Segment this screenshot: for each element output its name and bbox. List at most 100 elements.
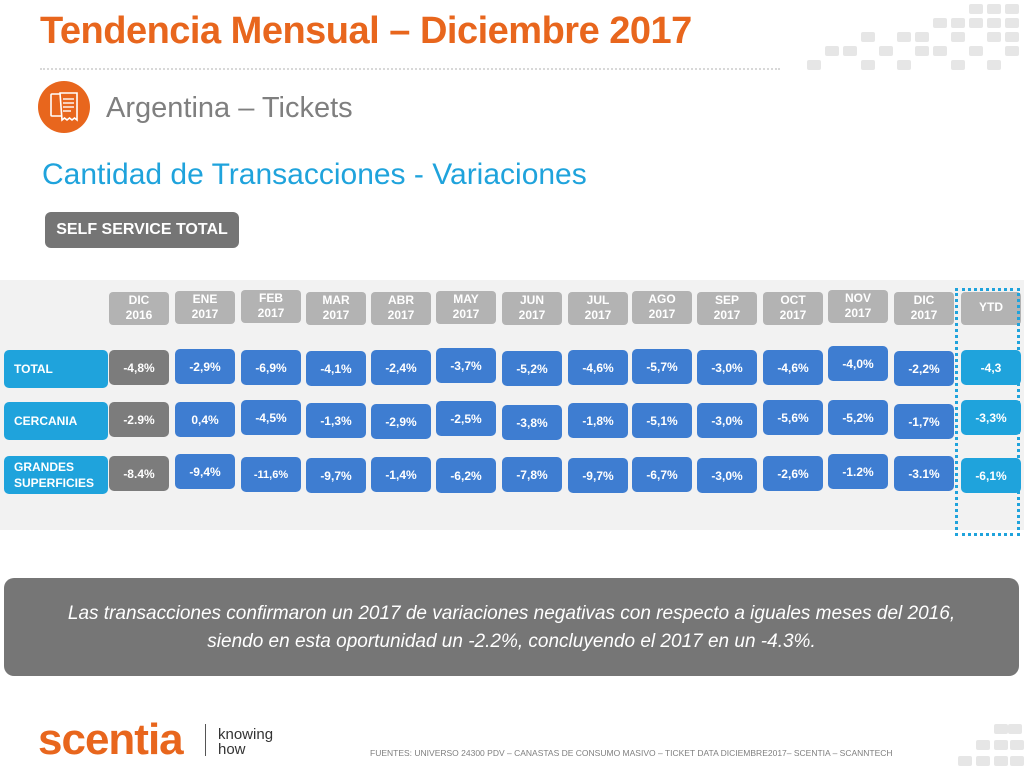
table-cell: -6,2% (436, 458, 496, 493)
summary-line-1: Las transacciones confirmaron un 2017 de… (67, 603, 956, 624)
table-cell: -2,5% (436, 401, 496, 436)
logo-tagline: knowing how (218, 727, 273, 757)
table-cell: -6,9% (241, 350, 301, 385)
table-cell: -1,4% (371, 457, 431, 492)
ytd-cell: -4,3 (961, 350, 1021, 385)
title-divider (40, 68, 780, 70)
row-label-grandes-superficies: GRANDES SUPERFICIES (4, 456, 108, 494)
table-cell: -2,4% (371, 350, 431, 385)
column-header-year: 2017 (518, 308, 546, 322)
column-header-dic-2016: DIC 2016 (109, 292, 169, 325)
page-title: Tendencia Mensual – Diciembre 2017 (40, 10, 692, 52)
table-cell: -4,8% (109, 350, 169, 385)
decorative-squares-top (804, 0, 1024, 80)
ytd-cell: -6,1% (961, 458, 1021, 493)
column-header-month: ENE (192, 292, 218, 306)
table-cell: -3,8% (502, 405, 562, 440)
receipt-icon (38, 81, 90, 133)
table-cell: -2,9% (371, 404, 431, 439)
column-header-year: 2017 (648, 307, 676, 321)
scentia-logo: scentia (38, 715, 184, 764)
column-header-month: SEP (714, 293, 739, 307)
section-subtitle: Argentina – Tickets (106, 92, 353, 124)
table-cell: -4,5% (241, 400, 301, 435)
table-cell: -3,0% (697, 403, 757, 438)
column-header-month: OCT (780, 293, 806, 307)
column-header-year: 2017 (387, 308, 415, 322)
table-cell: -1,7% (894, 404, 954, 439)
column-header-ago-2017: AGO 2017 (632, 291, 692, 324)
column-header-month: NOV (844, 291, 871, 305)
table-cell: -5,1% (632, 403, 692, 438)
column-header-jul-2017: JUL 2017 (568, 292, 628, 325)
table-cell: -4,6% (568, 350, 628, 385)
table-cell: -9,7% (568, 458, 628, 493)
table-cell: -1,8% (568, 403, 628, 438)
decorative-squares-bottom (934, 718, 1024, 768)
column-header-ene-2017: ENE 2017 (175, 291, 235, 324)
logo-divider (205, 724, 206, 756)
table-cell: -4,0% (828, 346, 888, 381)
table-cell: -5,7% (632, 349, 692, 384)
table-cell: -9,4% (175, 454, 235, 489)
table-cell: -1.2% (828, 454, 888, 489)
column-header-nov-2017: NOV 2017 (828, 290, 888, 323)
column-header-month: ABR (388, 293, 414, 307)
column-header-month: MAR (322, 293, 350, 307)
column-header-month: AGO (648, 292, 676, 306)
column-header-month: JUL (586, 293, 610, 307)
table-cell: 0,4% (175, 402, 235, 437)
table-cell: -7,8% (502, 457, 562, 492)
column-header-ytd: YTD (961, 292, 1021, 325)
column-header-month: MAY (453, 292, 479, 306)
table-cell: -2,2% (894, 351, 954, 386)
summary-box: Las transacciones confirmaron un 2017 de… (4, 578, 1019, 676)
column-header-year: 2017 (844, 306, 872, 320)
column-header-oct-2017: OCT 2017 (763, 292, 823, 325)
tagline-line-1: knowing (218, 726, 274, 743)
column-header-month: JUN (519, 293, 544, 307)
column-header-feb-2017: FEB 2017 (241, 290, 301, 323)
row-label-total: TOTAL (4, 350, 108, 388)
table-cell: -3,0% (697, 350, 757, 385)
column-header-month: FEB (259, 291, 283, 305)
column-header-year: 2017 (322, 308, 350, 322)
table-cell: -3,0% (697, 458, 757, 493)
row-label-cercania: CERCANIA (4, 402, 108, 440)
table-cell: -5,6% (763, 400, 823, 435)
column-header-may-2017: MAY 2017 (436, 291, 496, 324)
ytd-highlight-box (955, 288, 1020, 536)
table-cell: -11,6% (241, 457, 301, 492)
table-cell: -5,2% (828, 400, 888, 435)
table-cell: -9,7% (306, 458, 366, 493)
table-cell: -6,7% (632, 457, 692, 492)
column-header-dic-2017: DIC 2017 (894, 292, 954, 325)
table-cell: -4,1% (306, 351, 366, 386)
column-header-mar-2017: MAR 2017 (306, 292, 366, 325)
summary-line-2: siendo en esta oportunidad un -2.2%, con… (207, 631, 816, 652)
table-cell: -2,9% (175, 349, 235, 384)
table-cell: -2,6% (763, 456, 823, 491)
column-header-year: 2017 (584, 308, 612, 322)
table-cell: -4,6% (763, 350, 823, 385)
column-header-year: 2017 (713, 308, 741, 322)
column-header-year: 2017 (910, 308, 938, 322)
chart-heading: Cantidad de Transacciones - Variaciones (42, 158, 587, 191)
column-header-month: DIC (913, 293, 935, 307)
column-header-month: DIC (128, 293, 150, 307)
column-header-sep-2017: SEP 2017 (697, 292, 757, 325)
table-cell: -1,3% (306, 403, 366, 438)
ytd-cell: -3,3% (961, 400, 1021, 435)
column-header-year: 2017 (257, 306, 285, 320)
column-header-abr-2017: ABR 2017 (371, 292, 431, 325)
column-header-jun-2017: JUN 2017 (502, 292, 562, 325)
table-cell: -5,2% (502, 351, 562, 386)
column-header-year: 2017 (779, 308, 807, 322)
table-cell: -8.4% (109, 456, 169, 491)
segment-label: SELF SERVICE TOTAL (45, 212, 239, 248)
column-header-year: 2016 (125, 308, 153, 322)
sources-footer: FUENTES: UNIVERSO 24300 PDV – CANASTAS D… (370, 748, 893, 758)
table-cell: -3.1% (894, 456, 954, 491)
column-header-year: 2017 (191, 307, 219, 321)
